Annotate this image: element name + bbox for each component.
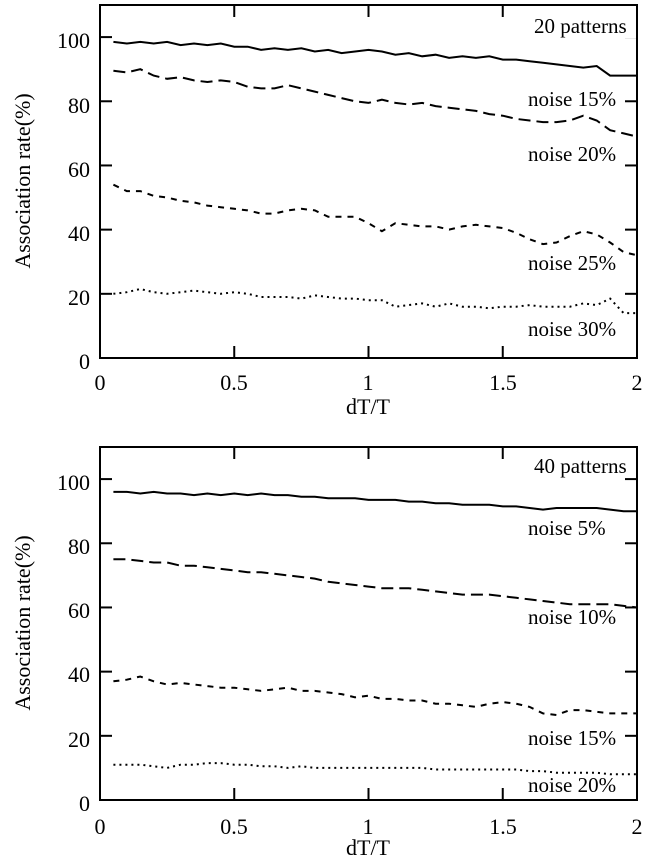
y-tick-label: 40 <box>68 662 90 687</box>
y-tick-label: 100 <box>57 470 90 495</box>
x-tick-label: 2 <box>632 814 643 839</box>
y-tick-label: 20 <box>68 727 90 752</box>
x-axis-title: dT/T <box>346 835 391 860</box>
series-line-1 <box>113 40 637 77</box>
x-tick-label: 1.5 <box>489 370 517 395</box>
panel-title-backdrop <box>532 452 636 478</box>
series-label: noise 20% <box>528 773 616 797</box>
y-tick-label: 0 <box>79 349 90 374</box>
x-tick-labels: 0 0.5 1 1.5 2 <box>95 814 643 839</box>
series-label: noise 20% <box>528 142 616 166</box>
x-tick-label: 0 <box>95 370 106 395</box>
x-tick-label: 0.5 <box>220 370 248 395</box>
series-line-3 <box>113 675 637 717</box>
panel-title: 20 patterns <box>534 14 627 38</box>
panel-title-backdrop <box>532 12 636 38</box>
x-tick-label: 0 <box>95 814 106 839</box>
series-lines <box>112 40 638 315</box>
series-line-2 <box>113 68 638 138</box>
tick-marks <box>99 447 638 801</box>
series-label: noise 15% <box>528 726 616 750</box>
series-line-4 <box>113 287 637 315</box>
x-tick-label: 1 <box>363 814 374 839</box>
y-tick-label: 40 <box>68 221 90 246</box>
series-label: noise 30% <box>528 317 616 341</box>
series-labels: noise 5% noise 10% noise 15% noise 20% <box>528 516 616 797</box>
panel-title: 40 patterns <box>534 454 627 478</box>
series-line-3 <box>112 183 638 257</box>
chart-panel-40-patterns: 100 80 60 40 20 0 0 0.5 1 1.5 2 dT/T Ass… <box>10 446 643 860</box>
x-tick-labels: 0 0.5 1 1.5 2 <box>95 370 643 395</box>
y-tick-labels: 100 80 60 40 20 0 <box>57 470 90 816</box>
x-tick-label: 1 <box>363 370 374 395</box>
y-axis-title: Association rate(%) <box>10 93 35 268</box>
chart-panel-20-patterns: 100 80 60 40 20 0 0 0.5 1 1.5 2 dT/T Ass… <box>10 4 643 419</box>
x-tick-label: 2 <box>632 370 643 395</box>
series-line-1 <box>113 490 637 513</box>
series-line-2 <box>113 558 638 609</box>
series-label: noise 25% <box>528 251 616 275</box>
y-tick-label: 80 <box>68 93 90 118</box>
tick-marks <box>99 5 638 359</box>
y-axis-title: Association rate(%) <box>10 535 35 710</box>
series-label: noise 15% <box>528 87 616 111</box>
x-tick-label: 0.5 <box>220 814 248 839</box>
series-label: noise 10% <box>528 605 616 629</box>
plot-frame <box>99 4 638 359</box>
y-tick-labels: 100 80 60 40 20 0 <box>57 28 90 374</box>
y-tick-label: 60 <box>68 157 90 182</box>
series-lines <box>113 490 638 776</box>
y-tick-label: 0 <box>79 791 90 816</box>
y-tick-label: 80 <box>68 534 90 559</box>
x-axis-title: dT/T <box>346 394 391 419</box>
y-tick-label: 100 <box>57 28 90 53</box>
y-tick-label: 20 <box>68 285 90 310</box>
series-label: noise 5% <box>528 516 606 540</box>
y-tick-label: 60 <box>68 598 90 623</box>
series-labels: noise 15% noise 20% noise 25% noise 30% <box>528 87 616 341</box>
x-tick-label: 1.5 <box>489 814 517 839</box>
